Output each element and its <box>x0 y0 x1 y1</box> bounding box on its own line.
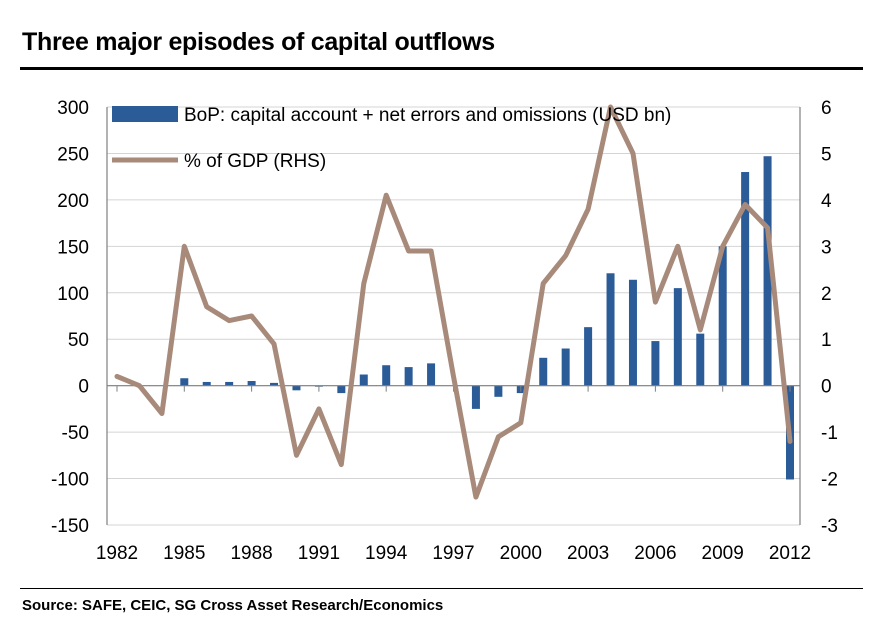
bar <box>292 385 301 391</box>
x-tick-label: 1997 <box>432 543 474 564</box>
source-note: Source: SAFE, CEIC, SG Cross Asset Resea… <box>22 597 444 614</box>
y-right-tick-label: 2 <box>821 284 832 305</box>
y-left-tick-label: -50 <box>62 423 89 444</box>
bar <box>673 288 682 386</box>
x-tick-label: 2012 <box>769 543 811 564</box>
bar <box>225 381 234 386</box>
x-tick-label: 2000 <box>500 543 542 564</box>
line-series <box>114 104 793 500</box>
x-axis-ticks: 1982 1985 1988 1991 1994 1997 2000 2003 2006 2009… <box>96 543 811 564</box>
y-left-tick-label: 300 <box>57 98 89 119</box>
y-left-tick-label: -100 <box>51 470 89 491</box>
y-left-tick-label: 250 <box>57 144 89 165</box>
x-tick-label: 2006 <box>634 543 676 564</box>
bar <box>584 327 593 386</box>
y-left-tick-label: 0 <box>78 377 89 398</box>
x-tick-label: 1991 <box>298 543 340 564</box>
bar <box>494 385 503 397</box>
bar <box>382 365 391 386</box>
legend-line-label: % of GDP (RHS) <box>184 151 326 172</box>
y-right-tick-label: -2 <box>821 470 838 491</box>
y-left-tick-label: -150 <box>51 516 89 537</box>
bar <box>337 385 346 394</box>
bar <box>427 363 436 386</box>
y-right-tick-label: 6 <box>821 98 832 119</box>
y-left-tick-label: 100 <box>57 284 89 305</box>
y-right-tick-label: -3 <box>821 516 838 537</box>
footer-rule <box>20 588 863 589</box>
bar <box>696 333 705 386</box>
y-right-tick-label: 1 <box>821 330 832 351</box>
legend-bar-swatch <box>112 106 178 122</box>
x-tick-label: 2009 <box>702 543 744 564</box>
bar <box>404 367 413 386</box>
y-right-tick-label: -1 <box>821 423 838 444</box>
bar <box>741 172 750 386</box>
y-right-tick-label: 5 <box>821 144 832 165</box>
x-tick-label: 1994 <box>365 543 408 564</box>
bar <box>606 273 615 386</box>
bar <box>651 341 660 386</box>
right-axis-ticks: 6 5 4 3 2 1 0 -1 -2 -3 <box>821 98 838 537</box>
x-tick-label: 1988 <box>230 543 272 564</box>
bar-series <box>180 156 794 480</box>
bar <box>180 378 189 386</box>
y-right-tick-label: 0 <box>821 377 832 398</box>
y-left-tick-label: 150 <box>57 237 89 258</box>
legend-bar-label: BoP: capital account + net errors and om… <box>184 105 671 126</box>
bar <box>539 357 548 386</box>
bar <box>763 156 772 386</box>
bar <box>561 348 570 386</box>
bar <box>471 385 480 409</box>
bar <box>359 374 368 386</box>
y-left-tick-label: 200 <box>57 191 89 212</box>
bar <box>718 246 727 386</box>
title-rule <box>20 67 863 70</box>
x-tick-label: 1985 <box>163 543 205 564</box>
line-path <box>114 104 793 500</box>
chart-title: Three major episodes of capital outflows <box>22 28 495 56</box>
x-tick-label: 2003 <box>567 543 609 564</box>
bar <box>628 279 637 386</box>
bar <box>270 382 279 386</box>
bar <box>202 381 211 386</box>
legend: BoP: capital account + net errors and om… <box>112 105 671 172</box>
y-right-tick-label: 3 <box>821 237 832 258</box>
x-tick-label: 1982 <box>96 543 138 564</box>
left-axis-ticks: 300 250 200 150 100 50 0 -50 -100 -150 <box>51 98 89 537</box>
bar <box>247 381 256 386</box>
y-left-tick-label: 50 <box>68 330 89 351</box>
y-right-tick-label: 4 <box>821 191 832 212</box>
